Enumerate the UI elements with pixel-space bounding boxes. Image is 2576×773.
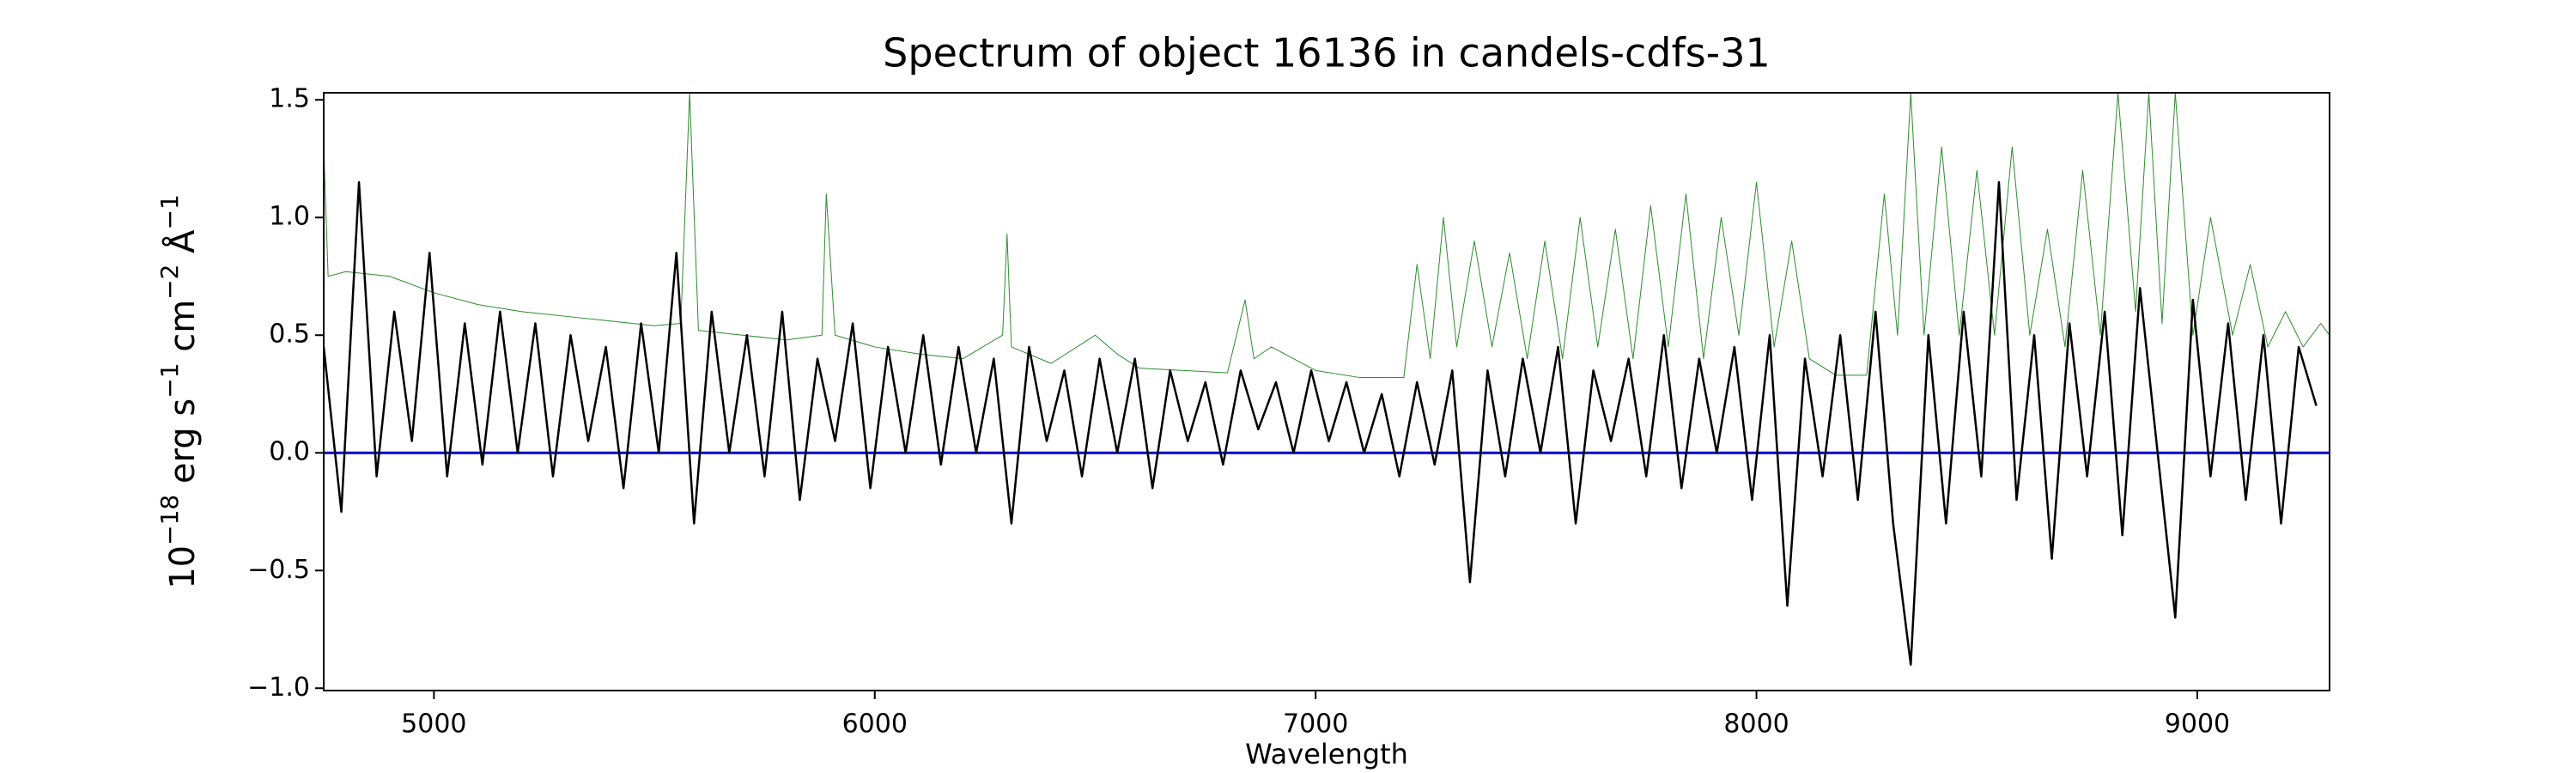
y-axis-label: 10−18 erg s−1 cm−2 Å−1 xyxy=(155,194,203,589)
y-tick-label: −1.0 xyxy=(247,673,310,703)
y-tick-label: 1.0 xyxy=(269,202,310,232)
y-tick-label: −0.5 xyxy=(247,555,310,585)
plot-area xyxy=(324,93,2330,666)
spectrum-line xyxy=(324,180,2318,666)
y-label-part: −1 xyxy=(155,363,184,399)
y-label-part: −2 xyxy=(155,265,184,300)
y-tick-label: 1.5 xyxy=(269,84,310,114)
x-axis-label: Wavelength xyxy=(1245,738,1408,770)
y-label-part: Å xyxy=(161,229,203,265)
x-tick-label: 7000 xyxy=(1283,709,1348,740)
y-tick-label: 0.0 xyxy=(269,437,310,467)
x-tick-label: 9000 xyxy=(2165,709,2230,740)
y-label-part: −18 xyxy=(155,495,184,545)
spectrum-line xyxy=(324,93,2330,379)
x-tick-label: 8000 xyxy=(1723,709,1789,740)
y-label-part: 10 xyxy=(163,545,203,589)
y-label-part: erg s xyxy=(163,399,203,495)
y-label-part: cm xyxy=(163,300,203,363)
chart-title: Spectrum of object 16136 in candels-cdfs… xyxy=(883,30,1771,76)
y-label-part: −1 xyxy=(155,194,184,229)
axes-frame xyxy=(323,92,2330,691)
x-tick-label: 6000 xyxy=(842,709,908,740)
x-tick-label: 5000 xyxy=(401,709,466,740)
y-tick-label: 0.5 xyxy=(269,320,310,350)
